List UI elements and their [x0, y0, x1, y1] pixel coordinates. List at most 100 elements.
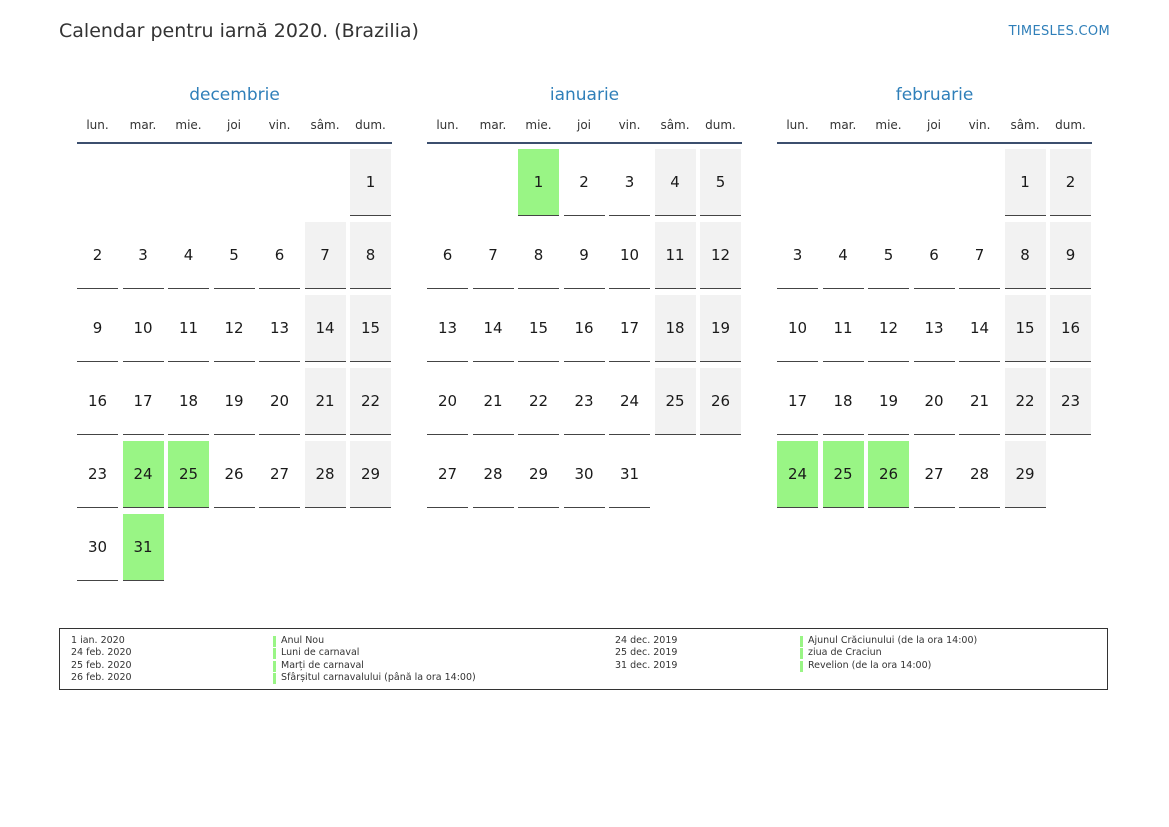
day-cell: 6 — [913, 222, 955, 289]
day-cell: 11 — [654, 222, 696, 289]
legend-holiday-name: ziua de Craciun — [800, 647, 977, 660]
day-cell: 16 — [1050, 295, 1091, 362]
weekday-label: joi — [226, 118, 241, 132]
day-cell-holiday: 26 — [868, 441, 909, 508]
day-cell: 11 — [822, 295, 864, 362]
day-cell: 29 — [350, 441, 391, 508]
weekday-label: vin. — [268, 118, 291, 132]
day-grid: 1 2 3 4 5 6 7 8 9 10 11 12 13 14 15 16 17 18 19 20 21 22 23 24 2… — [777, 144, 1092, 584]
day-cell-holiday: 1 — [518, 149, 559, 216]
legend-holiday-text: Sfârșitul carnavalului (până la ora 14:0… — [281, 672, 476, 684]
month-name: ianuarie — [549, 85, 620, 105]
day-cell: 10 — [122, 295, 164, 362]
day-cell: 18 — [654, 295, 696, 362]
weekday-label: dum. — [705, 118, 736, 132]
legend-holiday-name: Ajunul Crăciunului (de la ora 14:00) — [800, 635, 977, 647]
day-cell-holiday: 25 — [822, 441, 864, 508]
day-cell: 21 — [304, 368, 346, 435]
day-cell: 16 — [563, 295, 605, 362]
day-cell: 2 — [1050, 149, 1091, 216]
day-cell: 22 — [1004, 368, 1046, 435]
holiday-marker — [273, 648, 276, 660]
legend-date: 24 dec. 2019 — [615, 635, 678, 646]
day-cell: 23 — [563, 368, 605, 435]
legend-left-names: Anul Nou Luni de carnaval Marți de carnava… — [273, 635, 476, 685]
day-cell: 2 — [563, 149, 605, 216]
day-cell: 30 — [563, 441, 605, 508]
day-cell: 14 — [959, 295, 1000, 362]
holiday-legend: 1 ian. 2020 24 feb. 2020 25 feb. 2020 26 fe… — [59, 628, 1108, 690]
day-cell: 4 — [654, 149, 696, 216]
holiday-marker — [273, 636, 276, 647]
day-grid: 1 2 3 4 5 6 7 8 9 10 11 12 13 14 15 16 17 18 19 20 21 22 23 24 2… — [77, 144, 392, 584]
day-cell: 15 — [518, 295, 559, 362]
weekday-label: joi — [576, 118, 591, 132]
day-cell: 7 — [472, 222, 514, 289]
day-cell: 10 — [609, 222, 650, 289]
holiday-marker — [273, 660, 276, 672]
day-cell: 19 — [213, 368, 255, 435]
legend-date: 25 dec. 2019 — [615, 647, 678, 659]
legend-holiday-name: Revelion (de la ora 14:00) — [800, 660, 977, 672]
weekday-header: lun. mar. mie. joi vin. sâm. dum. — [427, 116, 742, 144]
weekday-label: mie. — [875, 118, 902, 132]
day-cell: 1 — [350, 149, 391, 216]
legend-holiday-name: Anul Nou — [273, 635, 476, 647]
day-cell: 21 — [959, 368, 1000, 435]
weekday-label: sâm. — [1010, 118, 1040, 132]
legend-date: 26 feb. 2020 — [71, 672, 132, 684]
weekday-label: lun. — [436, 118, 459, 132]
day-cell: 5 — [868, 222, 909, 289]
weekday-label: mie. — [175, 118, 202, 132]
day-cell: 28 — [304, 441, 346, 508]
day-cell: 9 — [1050, 222, 1091, 289]
weekday-label: dum. — [1055, 118, 1086, 132]
day-cell: 26 — [213, 441, 255, 508]
day-cell: 29 — [518, 441, 559, 508]
month-name: februarie — [895, 85, 974, 105]
holiday-marker — [800, 648, 803, 660]
day-cell: 7 — [959, 222, 1000, 289]
day-cell: 15 — [1004, 295, 1046, 362]
day-cell: 3 — [609, 149, 650, 216]
day-cell: 29 — [1004, 441, 1046, 508]
weekday-label: lun. — [786, 118, 809, 132]
day-cell: 19 — [868, 368, 909, 435]
legend-right-dates: 24 dec. 2019 25 dec. 2019 31 dec. 2019 — [615, 635, 677, 672]
day-cell: 23 — [1050, 368, 1091, 435]
day-cell: 20 — [427, 368, 468, 435]
day-cell: 9 — [77, 295, 118, 362]
legend-left-dates: 1 ian. 2020 24 feb. 2020 25 feb. 2020 26 fe… — [71, 635, 132, 685]
legend-holiday-text: Ajunul Crăciunului (de la ora 14:00) — [808, 635, 978, 646]
day-cell: 12 — [213, 295, 255, 362]
day-cell: 26 — [700, 368, 741, 435]
day-cell: 27 — [913, 441, 955, 508]
day-cell: 21 — [472, 368, 514, 435]
day-cell: 30 — [77, 514, 118, 581]
legend-holiday-text: Luni de carnaval — [281, 647, 360, 659]
site-link[interactable]: TIMESLES.COM — [1008, 24, 1110, 39]
day-cell: 11 — [168, 295, 209, 362]
day-cell: 12 — [700, 222, 741, 289]
day-cell: 20 — [913, 368, 955, 435]
holiday-marker — [800, 660, 803, 672]
day-cell: 25 — [654, 368, 696, 435]
day-cell: 5 — [700, 149, 741, 216]
legend-holiday-text: Revelion (de la ora 14:00) — [808, 659, 932, 671]
day-cell: 2 — [77, 222, 118, 289]
holiday-marker — [273, 673, 276, 685]
day-cell: 28 — [959, 441, 1000, 508]
day-cell: 13 — [427, 295, 468, 362]
day-cell: 4 — [822, 222, 864, 289]
day-cell: 6 — [259, 222, 300, 289]
weekday-label: mar. — [479, 118, 507, 132]
day-cell: 9 — [563, 222, 605, 289]
day-cell: 10 — [777, 295, 818, 362]
day-cell: 22 — [518, 368, 559, 435]
day-cell: 4 — [168, 222, 209, 289]
weekday-label: lun. — [86, 118, 109, 132]
day-cell: 16 — [77, 368, 118, 435]
weekday-label: joi — [926, 118, 941, 132]
day-cell: 31 — [609, 441, 650, 508]
weekday-header: lun. mar. mie. joi vin. sâm. dum. — [777, 116, 1092, 144]
